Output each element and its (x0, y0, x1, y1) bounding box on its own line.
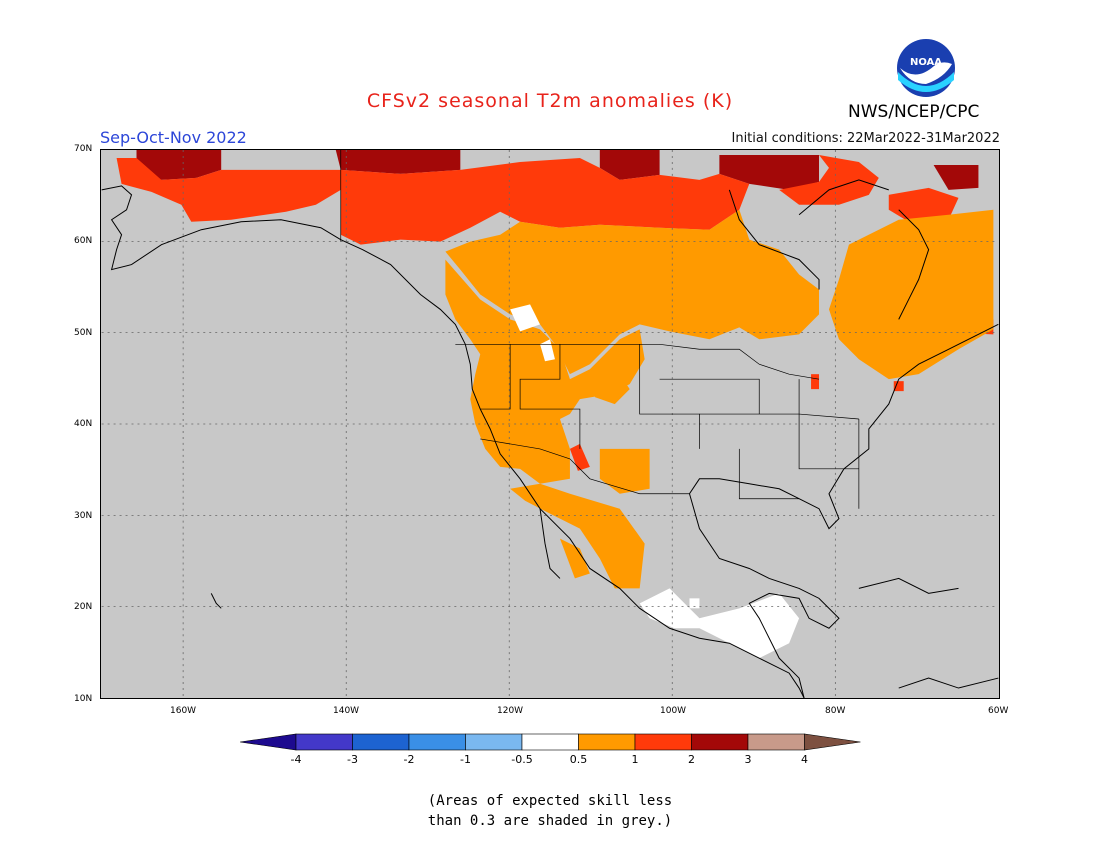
anomaly-region-white (510, 304, 800, 659)
lon-tick-label: 60W (988, 706, 1009, 716)
footnote: (Areas of expected skill less than 0.3 a… (0, 791, 1100, 831)
lat-tick-label: 40N (74, 419, 93, 429)
colorbar-segment (578, 733, 636, 751)
agency-label: NWS/NCEP/CPC (848, 102, 980, 122)
colorbar-segment (295, 733, 353, 751)
colorbar-label: -2 (403, 753, 415, 766)
colorbar-segment (691, 733, 749, 751)
anomaly-map (100, 149, 1000, 699)
noaa-logo: NOAA (897, 39, 955, 97)
colorbar-segment (804, 733, 861, 751)
lon-tick-label: 120W (497, 706, 524, 716)
lon-tick-label: 80W (825, 706, 846, 716)
coastlines (101, 179, 999, 698)
footnote-line: than 0.3 are shaded in grey.) (427, 813, 673, 829)
colorbar-label: 0.5 (569, 753, 588, 766)
anomaly-region-orange (445, 209, 994, 589)
lat-tick-label: 20N (74, 602, 93, 612)
colorbar-label: -1 (460, 753, 471, 766)
colorbar-label: -3 (347, 753, 358, 766)
lat-tick-label: 30N (74, 511, 93, 521)
colorbar-label: -4 (290, 753, 302, 766)
initial-conditions-label: Initial conditions: 22Mar2022-31Mar2022 (731, 131, 1001, 146)
colorbar-label: 3 (744, 753, 752, 766)
colorbar-segment (408, 733, 466, 751)
footnote-line: (Areas of expected skill less (427, 793, 673, 809)
grid-lines (101, 150, 999, 698)
colorbar-label: -0.5 (511, 753, 533, 766)
colorbar-segment (747, 733, 805, 751)
lat-tick-label: 60N (74, 236, 93, 246)
chart-title: CFSv2 seasonal T2m anomalies (K) (366, 90, 734, 112)
colorbar-segment (465, 733, 523, 751)
colorbar-segment (521, 733, 579, 751)
colorbar-segment (352, 733, 410, 751)
svg-text:NOAA: NOAA (910, 57, 942, 68)
lon-tick-label: 140W (333, 706, 360, 716)
lat-tick-label: 10N (74, 694, 93, 704)
colorbar-segment (240, 733, 297, 751)
colorbar-label: 1 (631, 753, 639, 766)
lat-tick-label: 50N (74, 328, 93, 338)
lon-tick-label: 100W (660, 706, 687, 716)
lat-tick-label: 70N (74, 144, 93, 154)
colorbar-label: 2 (688, 753, 695, 766)
colorbar (240, 733, 861, 751)
anomaly-region-dark-red (136, 150, 979, 190)
season-label: Sep-Oct-Nov 2022 (100, 128, 247, 147)
lon-tick-label: 160W (170, 706, 197, 716)
colorbar-label: 4 (801, 753, 808, 766)
colorbar-segment (634, 733, 692, 751)
political-borders (340, 150, 860, 509)
